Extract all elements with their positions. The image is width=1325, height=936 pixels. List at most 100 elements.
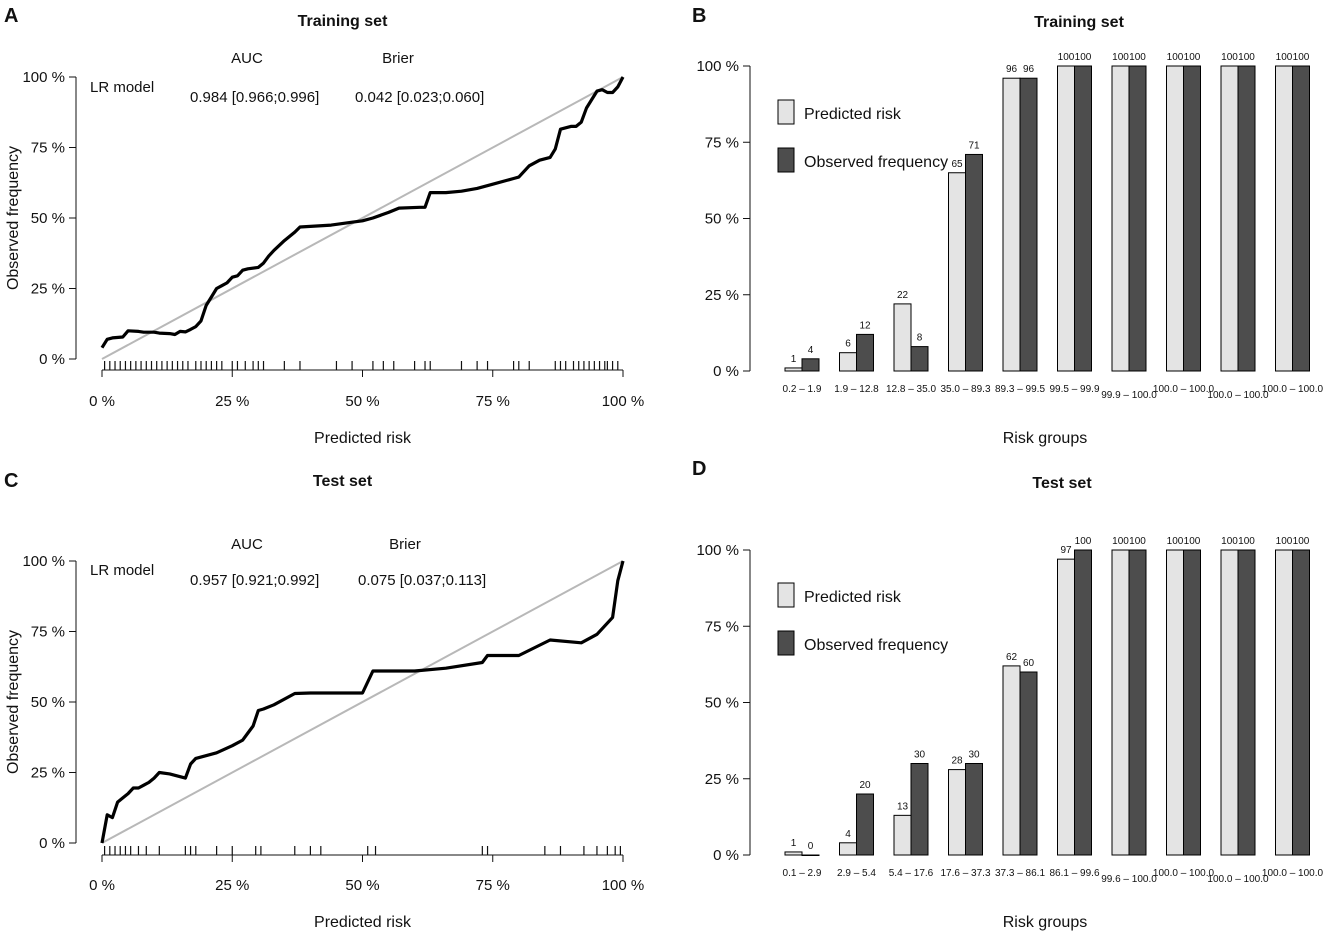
predicted-risk-bar xyxy=(1111,549,1130,856)
bar-value-label: 8 xyxy=(917,333,923,344)
category-label: 100.0 – 100.0 xyxy=(1153,868,1215,879)
bar-value-label: 100 xyxy=(1276,52,1293,63)
predicted-risk-bar xyxy=(1002,665,1021,856)
observed-frequency-bar xyxy=(910,763,929,856)
auc-value: 0.957 [0.921;0.992] xyxy=(190,572,319,589)
legend-label: Predicted risk xyxy=(804,106,902,123)
category-label: 5.4 – 17.6 xyxy=(889,868,934,879)
model-label: LR model xyxy=(90,79,154,96)
predicted-risk-bar xyxy=(1111,65,1130,372)
bar-value-label: 30 xyxy=(914,750,926,761)
observed-frequency-bar xyxy=(1292,65,1310,372)
observed-frequency-bar xyxy=(801,358,820,372)
predicted-risk-bar xyxy=(893,814,912,856)
predicted-risk-bar xyxy=(839,842,857,856)
x-tick-label: 100 % xyxy=(602,877,645,894)
y-tick-label: 0 % xyxy=(713,847,739,864)
bar-value-label: 100 xyxy=(1075,52,1092,63)
y-tick-label: 0 % xyxy=(713,363,739,380)
legend-swatch xyxy=(777,147,795,173)
y-tick-label: 50 % xyxy=(31,694,65,711)
bar-value-label: 100 xyxy=(1238,52,1255,63)
predicted-risk-bar xyxy=(1220,549,1239,856)
observed-frequency-bar xyxy=(965,763,983,856)
category-label: 100.0 – 100.0 xyxy=(1153,384,1215,395)
panel-letter: A xyxy=(4,5,18,27)
y-tick-label: 75 % xyxy=(705,134,739,151)
calibration-curve xyxy=(100,76,625,349)
category-label: 12.8 – 35.0 xyxy=(886,384,936,395)
y-tick-label: 0 % xyxy=(39,351,65,368)
observed-frequency-bar xyxy=(1074,549,1092,856)
panel-letter: C xyxy=(4,470,18,492)
panel-letter: B xyxy=(692,5,706,27)
category-label: 0.1 – 2.9 xyxy=(783,868,822,879)
observed-frequency-bar xyxy=(856,793,874,856)
category-label: 99.5 – 99.9 xyxy=(1049,384,1099,395)
bar-value-label: 1 xyxy=(791,838,797,849)
category-label: 100.0 – 100.0 xyxy=(1262,384,1324,395)
x-tick-label: 25 % xyxy=(215,393,249,410)
auc-value: 0.984 [0.966;0.996] xyxy=(190,89,319,106)
y-tick-label: 25 % xyxy=(705,287,739,304)
y-tick-label: 25 % xyxy=(705,771,739,788)
auc-header: AUC xyxy=(231,50,263,67)
auc-header: AUC xyxy=(231,536,263,553)
observed-frequency-bar xyxy=(1183,65,1201,372)
bar-value-label: 100 xyxy=(1129,52,1146,63)
observed-frequency-bar xyxy=(856,333,874,372)
bar-value-label: 22 xyxy=(897,290,909,301)
category-label: 100.0 – 100.0 xyxy=(1262,868,1324,879)
y-tick-label: 100 % xyxy=(696,542,739,559)
observed-frequency-bar xyxy=(1183,549,1201,856)
y-tick-label: 100 % xyxy=(22,69,65,86)
category-label: 89.3 – 99.5 xyxy=(995,384,1045,395)
legend-label: Observed frequency xyxy=(804,154,948,171)
predicted-risk-bar xyxy=(948,172,966,372)
y-axis-label: Observed frequency xyxy=(5,630,22,774)
bar-value-label: 20 xyxy=(859,780,871,791)
y-tick-label: 50 % xyxy=(31,210,65,227)
bar-value-label: 30 xyxy=(968,750,980,761)
category-label: 100.0 – 100.0 xyxy=(1207,874,1269,885)
predicted-risk-bar xyxy=(1166,65,1184,372)
observed-frequency-bar xyxy=(1019,77,1038,372)
model-label: LR model xyxy=(90,562,154,579)
bar-value-label: 6 xyxy=(845,339,851,350)
y-axis-label: Observed frequency xyxy=(5,146,22,290)
x-tick-label: 75 % xyxy=(476,393,510,410)
bar-value-label: 100 xyxy=(1221,52,1238,63)
observed-frequency-bar xyxy=(1074,65,1092,372)
predicted-risk-bar xyxy=(1275,549,1293,856)
bar-value-label: 100 xyxy=(1221,536,1238,547)
bar-value-label: 62 xyxy=(1006,652,1018,663)
legend-label: Predicted risk xyxy=(804,589,902,606)
bar-value-label: 96 xyxy=(1023,64,1035,75)
bar-value-label: 100 xyxy=(1058,52,1075,63)
predicted-risk-bar xyxy=(1057,65,1075,372)
predicted-risk-bar xyxy=(1275,65,1293,372)
bar-value-label: 100 xyxy=(1293,536,1310,547)
bar-value-label: 1 xyxy=(791,354,797,365)
predicted-risk-bar xyxy=(784,851,803,856)
x-tick-label: 100 % xyxy=(602,393,645,410)
observed-frequency-bar xyxy=(965,153,983,372)
observed-frequency-bar xyxy=(1292,549,1310,856)
category-label: 99.6 – 100.0 xyxy=(1101,874,1157,885)
bar-value-label: 60 xyxy=(1023,658,1035,669)
observed-frequency-bar xyxy=(801,854,820,856)
panel-title: Test set xyxy=(1032,475,1092,492)
observed-frequency-bar xyxy=(910,346,929,372)
category-label: 2.9 – 5.4 xyxy=(837,868,876,879)
y-tick-label: 75 % xyxy=(31,624,65,641)
predicted-risk-bar xyxy=(948,769,966,856)
x-tick-label: 75 % xyxy=(476,877,510,894)
predicted-risk-bar xyxy=(839,352,857,372)
brier-header: Brier xyxy=(382,50,414,67)
bar-value-label: 13 xyxy=(897,801,909,812)
bar-value-label: 100 xyxy=(1238,536,1255,547)
predicted-risk-bar xyxy=(1057,558,1075,856)
legend-swatch xyxy=(777,99,795,125)
observed-frequency-bar xyxy=(1019,671,1038,856)
